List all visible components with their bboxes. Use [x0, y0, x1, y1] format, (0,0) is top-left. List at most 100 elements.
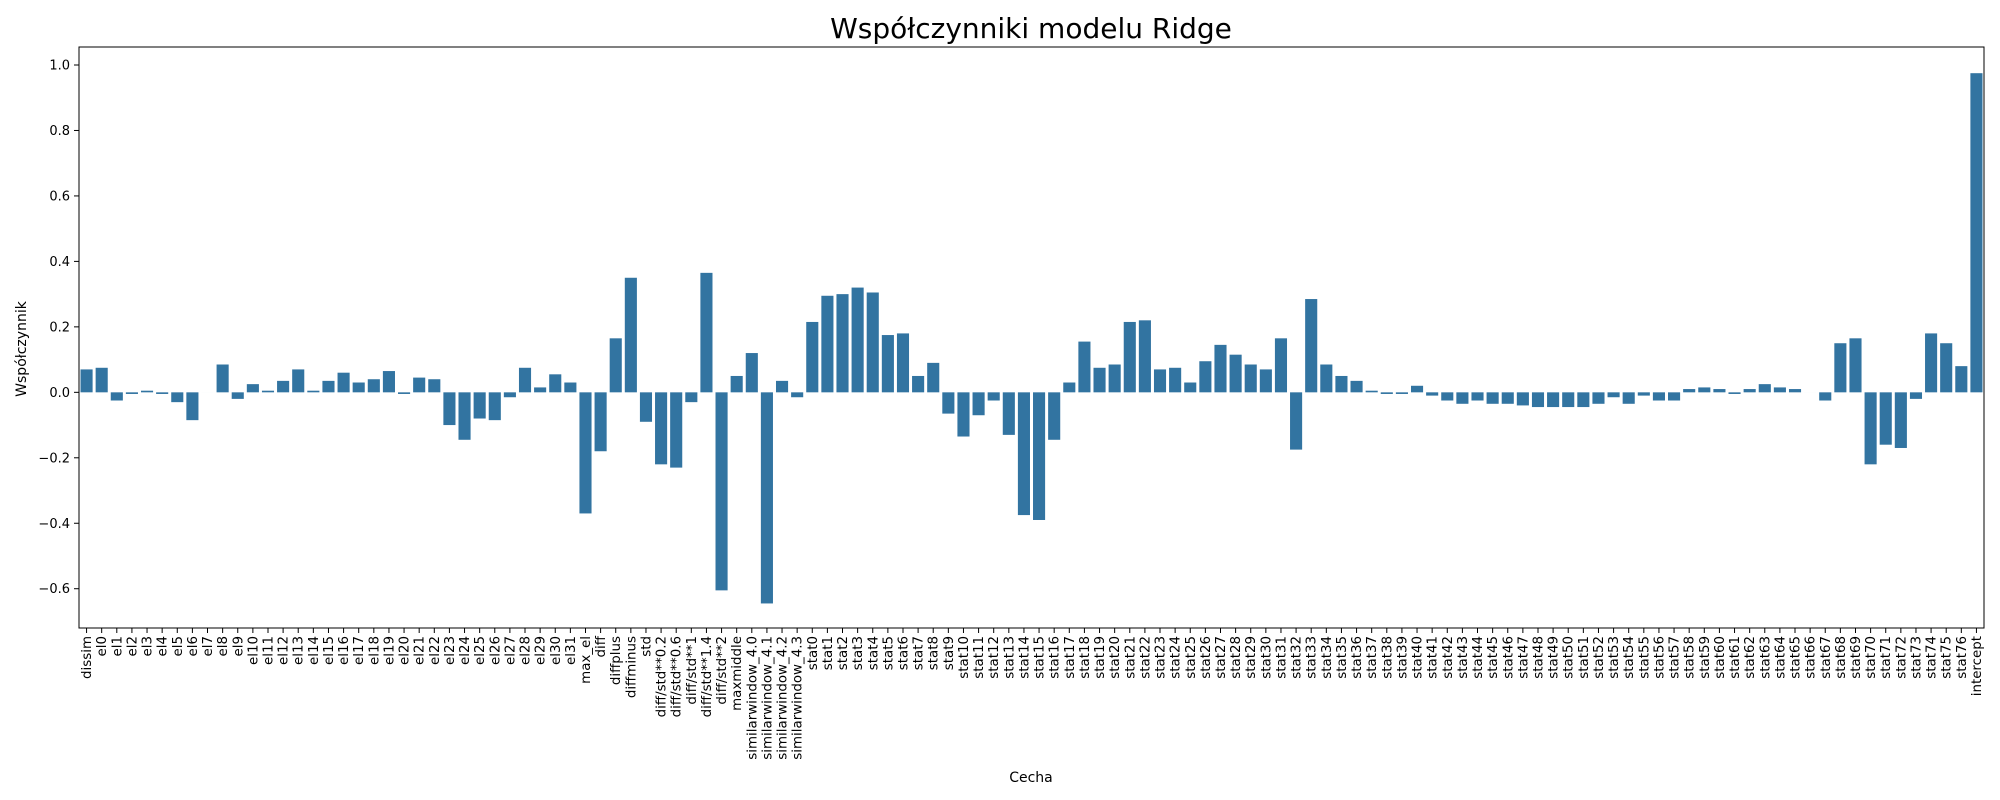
x-tick-label: stat60 — [1713, 636, 1728, 679]
bar-stat61 — [1728, 392, 1741, 394]
x-tick-label: el28 — [519, 636, 534, 665]
x-tick-label: el22 — [428, 636, 443, 665]
x-tick-label: stat12 — [987, 636, 1002, 679]
x-tick-label: similarwindow_4.3 — [791, 636, 806, 760]
x-axis: dissim el0 el1 el2 el3 el4 el5 el6 el7 el8 el9 el10… — [80, 628, 1985, 760]
x-tick-label: el3 — [141, 636, 156, 656]
bar-el4 — [156, 392, 169, 394]
x-tick-label: stat52 — [1592, 636, 1607, 679]
x-tick-label: stat76 — [1955, 636, 1970, 679]
bar-stat47 — [1516, 392, 1529, 406]
bar-stat48 — [1531, 392, 1545, 408]
bar-stat59 — [1698, 387, 1711, 393]
x-tick-label: stat14 — [1017, 636, 1032, 679]
x-tick-label: stat36 — [1350, 636, 1365, 679]
x-axis-label: Cecha — [1009, 770, 1053, 786]
x-tick-label: el10 — [246, 636, 261, 665]
x-tick-label: stat53 — [1607, 636, 1622, 679]
x-tick-label: el20 — [398, 636, 413, 665]
x-tick-label: stat25 — [1184, 636, 1199, 679]
bar-maxmiddle — [730, 375, 743, 393]
bar-similarwindow_4.3 — [791, 392, 804, 398]
x-tick-label: stat4 — [866, 636, 881, 670]
bar-stat29 — [1244, 364, 1257, 393]
bar-stat20 — [1108, 364, 1121, 393]
bar-diffplus — [609, 338, 622, 393]
x-tick-label: stat16 — [1048, 636, 1063, 679]
x-tick-label: el29 — [534, 636, 549, 665]
x-tick-label: stat61 — [1728, 636, 1743, 679]
x-tick-label: stat8 — [927, 636, 942, 670]
bar-stat10 — [957, 392, 970, 437]
bar-similarwindow_4.0 — [745, 353, 758, 393]
bar-stat73 — [1909, 392, 1923, 399]
bar-stat50 — [1562, 392, 1575, 408]
bar-stat45 — [1486, 392, 1499, 404]
x-tick-label: stat11 — [972, 636, 987, 679]
bar-el20 — [398, 392, 411, 394]
x-tick-label: stat43 — [1456, 636, 1471, 679]
x-tick-label: el16 — [337, 636, 352, 665]
bar-stat74 — [1925, 333, 1938, 393]
x-tick-label: el7 — [201, 636, 216, 656]
bar-el21 — [413, 377, 426, 393]
x-tick-label: stat18 — [1078, 636, 1093, 679]
x-tick-label: el23 — [443, 636, 458, 665]
bar-stat21 — [1123, 321, 1136, 393]
bar-stat22 — [1138, 320, 1151, 393]
x-tick-label: stat6 — [896, 636, 911, 670]
bar-el1 — [110, 392, 123, 401]
bar-el18 — [367, 379, 380, 393]
bars-group — [80, 73, 1983, 604]
x-tick-label: el6 — [186, 636, 201, 656]
x-tick-label: stat57 — [1668, 636, 1683, 679]
y-tick-label: −0.2 — [38, 451, 70, 466]
x-tick-label: el21 — [413, 636, 428, 665]
bar-el29 — [534, 387, 547, 393]
bar-stat36 — [1350, 380, 1363, 393]
bar-stat35 — [1335, 375, 1348, 393]
x-tick-label: stat39 — [1395, 636, 1410, 679]
x-tick-label: stat28 — [1229, 636, 1244, 679]
bar-stat31 — [1274, 338, 1288, 393]
bar-stat16 — [1048, 392, 1061, 440]
bar-el3 — [140, 390, 154, 393]
bar-el22 — [428, 379, 441, 393]
bar-max_el — [579, 392, 592, 514]
x-tick-label: stat21 — [1123, 636, 1138, 679]
x-tick-label: stat45 — [1486, 636, 1501, 679]
bar-stat60 — [1713, 389, 1726, 393]
bar-stat40 — [1410, 385, 1424, 393]
x-tick-label: el30 — [549, 636, 564, 665]
bar-stat8 — [927, 362, 940, 393]
x-tick-label: el2 — [125, 636, 140, 656]
x-tick-label: stat0 — [806, 636, 821, 670]
bar-stat49 — [1547, 392, 1560, 408]
x-tick-label: stat31 — [1274, 636, 1289, 679]
bar-el13 — [292, 369, 305, 393]
bar-stat55 — [1637, 392, 1650, 396]
x-tick-label: stat55 — [1637, 636, 1652, 679]
x-tick-label: stat33 — [1305, 636, 1320, 679]
x-tick-label: el25 — [473, 636, 488, 665]
plot-frame — [78, 46, 1985, 629]
bar-el19 — [382, 371, 395, 393]
x-tick-label: stat2 — [836, 636, 851, 670]
bar-stat53 — [1607, 392, 1620, 398]
bar-similarwindow_4.1 — [760, 392, 773, 604]
x-tick-label: stat19 — [1093, 636, 1108, 679]
bar-intercept — [1970, 73, 1983, 393]
x-tick-label: el8 — [216, 636, 231, 656]
bar-stat76 — [1955, 366, 1968, 393]
y-tick-label: 0.6 — [49, 189, 70, 204]
bar-el10 — [246, 384, 259, 393]
x-tick-label: similarwindow_4.1 — [760, 636, 775, 760]
x-tick-label: stat66 — [1804, 636, 1819, 679]
x-tick-label: diffplus — [609, 636, 624, 685]
bar-stat75 — [1940, 343, 1953, 393]
bar-el17 — [352, 382, 365, 393]
bar-diffminus — [624, 277, 637, 393]
x-tick-label: std — [639, 636, 654, 657]
x-tick-label: el9 — [231, 636, 246, 656]
x-tick-label: stat74 — [1925, 636, 1940, 679]
